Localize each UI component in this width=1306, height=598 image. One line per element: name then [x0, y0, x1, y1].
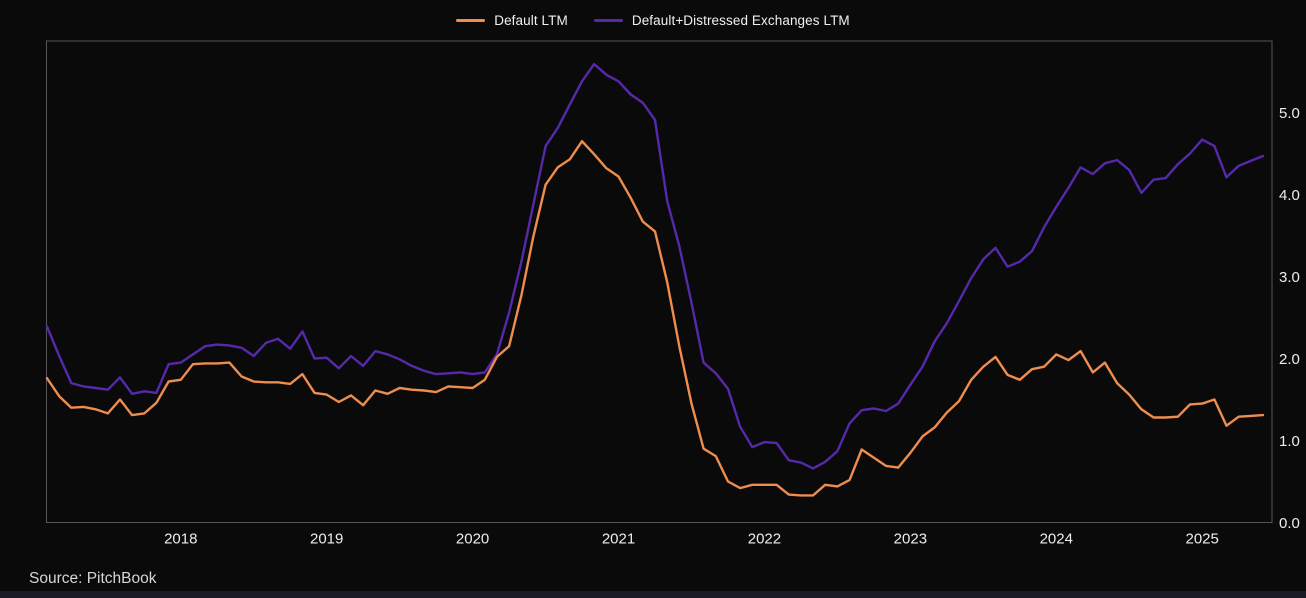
x-axis-tick-label: 2022	[748, 531, 781, 548]
y-axis-tick-label: 0.0	[1279, 515, 1300, 532]
x-axis-tick-label: 2021	[602, 531, 635, 548]
x-axis-tick-label: 2024	[1040, 531, 1073, 548]
x-axis-tick-label: 2019	[310, 531, 343, 548]
legend-swatch-orange-line	[456, 18, 486, 22]
y-axis-tick-label: 5.0	[1279, 105, 1300, 122]
footer-bar	[0, 591, 1306, 598]
series-line-default-ltm	[45, 139, 1265, 497]
legend-label: Default LTM	[494, 12, 568, 28]
x-axis-tick-label: 2018	[164, 531, 197, 548]
legend-swatch-purple-line	[593, 18, 623, 22]
x-axis-tick-label: 2020	[456, 531, 489, 548]
source-attribution: Source: PitchBook	[29, 570, 157, 587]
legend-label: Default+Distressed Exchanges LTM	[631, 12, 850, 28]
y-axis-tick-label: 2.0	[1279, 351, 1300, 368]
x-axis-tick-label: 2023	[894, 531, 927, 548]
legend-item-default-distressed-ltm: Default+Distressed Exchanges LTM	[593, 12, 850, 28]
y-axis-tick-label: 3.0	[1279, 269, 1300, 286]
x-axis-tick-label: 2025	[1186, 531, 1219, 548]
y-axis-tick-label: 4.0	[1279, 187, 1300, 204]
series-line-default-distressed-ltm	[45, 62, 1265, 470]
y-axis-tick-label: 1.0	[1279, 433, 1300, 450]
legend-item-default-ltm: Default LTM	[456, 13, 568, 28]
plot-border	[46, 40, 1273, 523]
chart-legend: Default LTM Default+Distressed Exchanges…	[0, 10, 1306, 30]
